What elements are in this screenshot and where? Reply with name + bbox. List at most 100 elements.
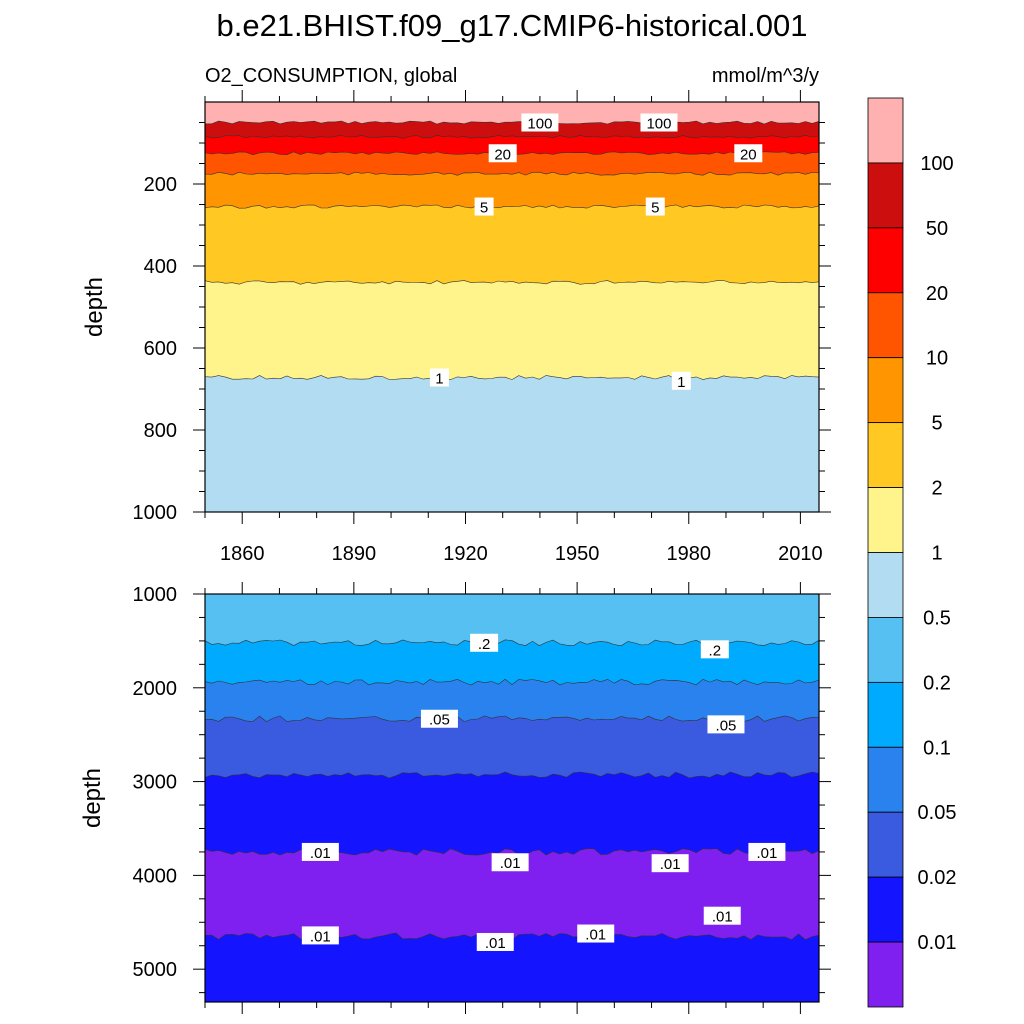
contour-label: .01	[301, 842, 339, 862]
colorbar-swatch	[867, 681, 904, 748]
colorbar-swatch	[867, 941, 904, 1008]
contour-label-text: .05	[429, 712, 450, 729]
colorbar-label: 0.01	[918, 932, 957, 954]
contour-label: 1	[429, 368, 449, 388]
colorbar-label: 1	[931, 543, 942, 565]
colorbar-swatch	[867, 357, 904, 424]
colorbar-swatch	[867, 746, 904, 813]
contour-label: .2	[700, 640, 729, 659]
colorbar-swatch	[867, 227, 904, 294]
contour-label: 5	[645, 197, 665, 217]
colorbar-swatch	[867, 617, 904, 683]
contour-band	[205, 932, 819, 1002]
contour-label: .01	[301, 926, 339, 945]
x-tick-label: 2010	[778, 543, 823, 565]
contour-label: .05	[707, 715, 745, 734]
contour-label: 5	[474, 197, 494, 217]
y-tick-label: 200	[144, 174, 177, 196]
y-tick-label: 3000	[133, 772, 178, 794]
colorbar-label: 100	[920, 153, 953, 175]
contour-label: 20	[488, 144, 517, 163]
contour-band	[205, 202, 819, 285]
contour-band	[205, 770, 819, 856]
contour-label: 1	[671, 371, 691, 391]
contour-label-text: .01	[500, 855, 521, 872]
contour-label-text: .01	[585, 927, 606, 944]
contour-label-text: .01	[756, 845, 777, 862]
x-tick-label: 1890	[332, 543, 377, 565]
contour-label: .01	[476, 932, 514, 952]
contour-label-text: 1	[677, 374, 685, 391]
contour-label-text: 1	[435, 371, 443, 388]
figure-title: b.e21.BHIST.f09_g17.CMIP6-historical.001	[216, 8, 807, 43]
colorbar-label: 5	[931, 413, 942, 435]
contour-label-text: 5	[480, 200, 488, 217]
contour-label: .01	[491, 853, 529, 872]
colorbar-label: 0.1	[923, 737, 951, 759]
contour-label-text: 100	[646, 116, 671, 133]
contour-band	[205, 169, 819, 209]
colorbar-swatch	[867, 422, 904, 488]
colorbar-swatch	[867, 97, 904, 164]
contour-label-text: 20	[740, 146, 757, 163]
x-tick-label: 1860	[220, 543, 265, 565]
colorbar-label: 50	[926, 218, 948, 240]
contour-band	[205, 638, 819, 686]
upper-axis-ticks: 1860 1890 1920 1950 1980 2010 200 400 600 800 1000	[133, 90, 831, 565]
contour-label-text: .01	[310, 928, 331, 945]
upper-contour-labels: 100 100 20 20 5 5 1 1	[429, 113, 763, 391]
contour-label-text: .05	[716, 717, 737, 734]
lower-axis-ticks: 1000 2000 3000 4000 5000	[133, 582, 831, 1014]
colorbar-swatch	[867, 811, 904, 878]
contour-band	[205, 148, 819, 176]
lower-panel: .2 .2 .05 .05 .01 .01 .01 .01 .01 .01 .01 .01 1000 2…	[79, 582, 831, 1014]
contour-label: 100	[521, 113, 559, 133]
colorbar-swatch	[867, 487, 904, 553]
y-tick-label: 4000	[133, 865, 178, 887]
colorbar-label: 10	[926, 348, 948, 370]
lower-plot-frame	[204, 593, 820, 1003]
colorbar-label: 2	[931, 478, 942, 500]
colorbar-label: 0.5	[923, 607, 951, 629]
y-tick-label: 600	[144, 338, 177, 360]
contour-band	[205, 714, 819, 779]
upper-contour-bands	[205, 102, 819, 512]
contour-label-text: 100	[527, 116, 552, 133]
x-tick-label: 1950	[555, 543, 600, 565]
contour-label: .01	[577, 924, 615, 944]
x-tick-label: 1920	[443, 543, 488, 565]
contour-label-text: .01	[660, 856, 681, 873]
colorbar-swatch	[867, 162, 904, 229]
lower-contour-labels: .2 .2 .05 .05 .01 .01 .01 .01 .01 .01 .01 .01	[301, 633, 786, 952]
lower-y-axis-label: depth	[79, 768, 106, 828]
contour-label: .01	[748, 842, 786, 862]
contour-label-text: .01	[485, 935, 506, 952]
colorbar-label: 0.05	[918, 802, 957, 824]
y-tick-label: 2000	[133, 678, 178, 700]
contour-label: 20	[734, 144, 763, 163]
subtitle-units: mmol/m^3/y	[712, 65, 819, 87]
contour-label-text: .01	[712, 909, 733, 926]
y-tick-label: 800	[144, 420, 177, 442]
upper-panel: 100 100 20 20 5 5 1 1 1860 1890 1920 1950 1980 2010 2…	[81, 90, 831, 565]
colorbar-swatch	[867, 552, 904, 618]
contour-band	[205, 373, 819, 512]
contour-band	[205, 278, 819, 380]
contour-label-text: 5	[651, 200, 659, 217]
contour-label-text: 20	[494, 146, 511, 163]
contour-label-text: .01	[310, 845, 331, 862]
upper-y-axis-label: depth	[81, 277, 108, 337]
x-tick-label: 1980	[667, 543, 712, 565]
contour-band	[205, 594, 819, 647]
contour-label-text: .2	[709, 642, 722, 659]
colorbar-label: 0.02	[918, 867, 957, 889]
contour-label: .05	[420, 709, 458, 729]
subtitle-variable: O2_CONSUMPTION, global	[205, 65, 457, 87]
contour-label: .2	[470, 633, 499, 653]
colorbar: 100 50 20 10 5 2 1 0.5 0.2 0.1 0.05 0.02 0.01	[867, 97, 957, 1008]
y-tick-label: 1000	[133, 584, 178, 606]
contour-label: .01	[651, 854, 689, 873]
contour-label: .01	[703, 906, 741, 926]
colorbar-swatch	[867, 876, 904, 943]
